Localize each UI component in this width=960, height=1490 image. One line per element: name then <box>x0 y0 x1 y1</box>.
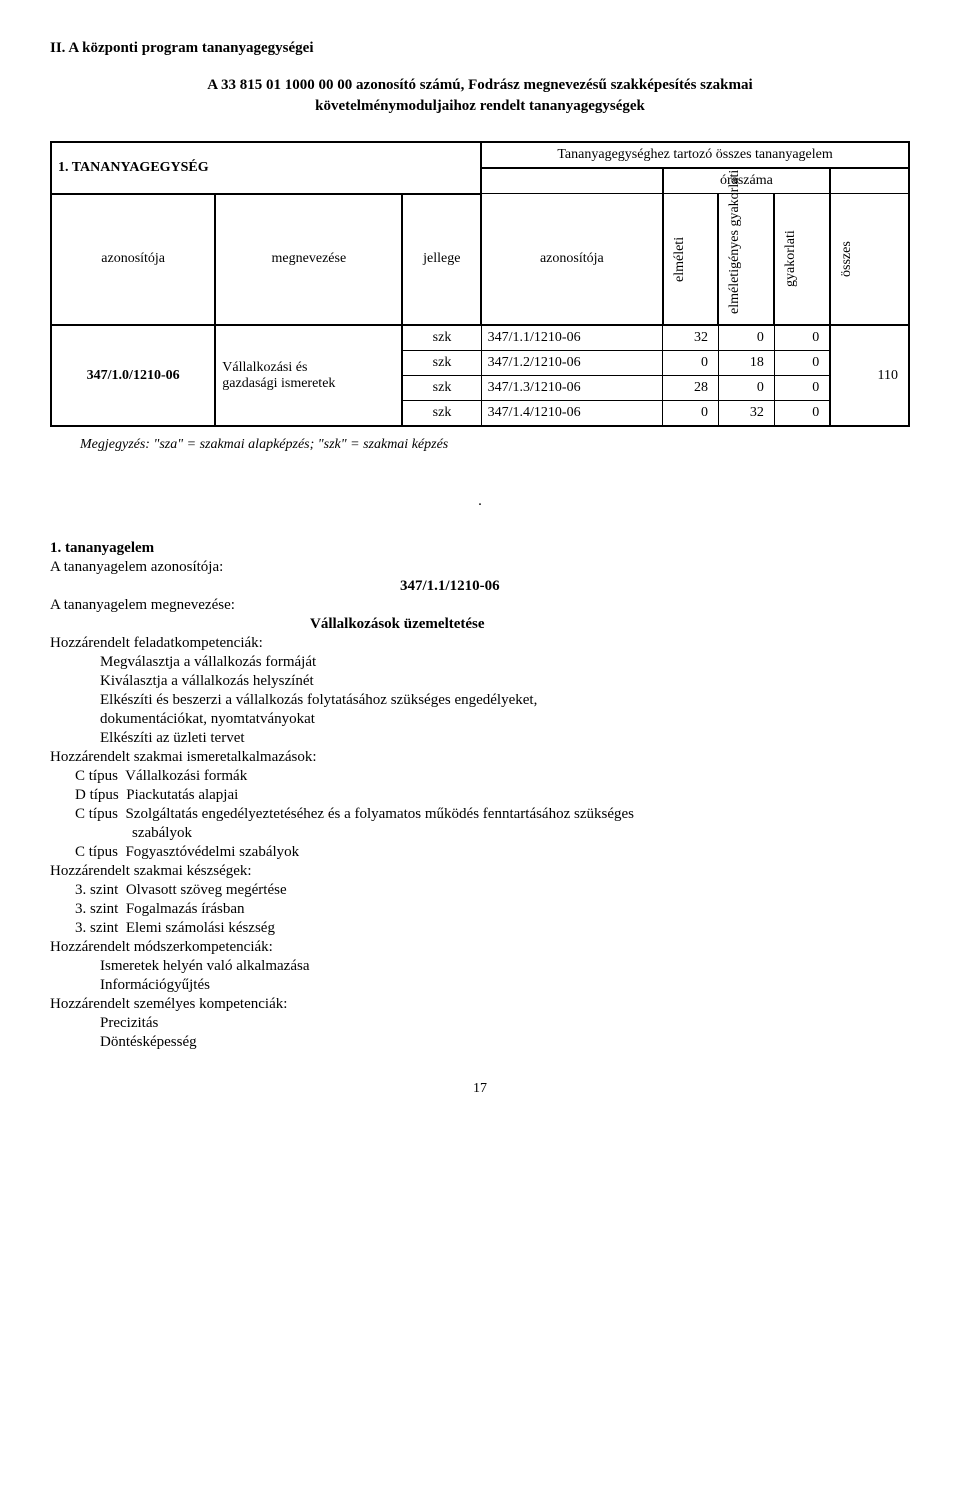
col-name: megnevezése <box>215 194 402 326</box>
personal-label: Hozzárendelt személyes kompetenciák: <box>50 996 910 1013</box>
method-item: Ismeretek helyén való alkalmazása <box>50 958 910 975</box>
elem-id-value: 347/1.1/1210-06 <box>280 578 910 595</box>
knowledge-text: Szolgáltatás engedélyeztetéséhez és a fo… <box>125 806 634 822</box>
elem-id-label: A tananyagelem azonosítója: <box>50 559 910 576</box>
unit-header: 1. TANANYAGEGYSÉG <box>51 142 481 194</box>
cell: 0 <box>663 401 719 427</box>
knowledge-type: D típus <box>75 787 119 803</box>
table-note: Megjegyzés: "sza" = szakmai alapképzés; … <box>80 437 910 453</box>
skill-level: 3. szint <box>75 882 118 898</box>
knowledge-text: Fogyasztóvédelmi szabályok <box>125 844 299 860</box>
knowledge-item: C típus Szolgáltatás engedélyeztetéséhez… <box>50 806 910 823</box>
elem-type: szk <box>402 376 481 401</box>
elem-heading: 1. tananyagelem <box>50 540 910 557</box>
unit-id: 347/1.0/1210-06 <box>51 325 215 426</box>
skill-text: Fogalmazás írásban <box>126 901 245 917</box>
knowledge-text: Piackutatás alapjai <box>126 787 238 803</box>
elem-name-label: A tananyagelem megnevezése: <box>50 597 910 614</box>
skill-text: Olvasott szöveg megértése <box>126 882 287 898</box>
cell: 0 <box>718 325 774 351</box>
page-number: 17 <box>50 1081 910 1097</box>
col-type: jellege <box>402 194 481 326</box>
subtitle-line2: követelménymoduljaihoz rendelt tananyage… <box>315 98 645 114</box>
knowledge-type: C típus <box>75 768 118 784</box>
task-item: Kiválasztja a vállalkozás helyszínét <box>50 673 910 690</box>
skill-item: 3. szint Olvasott szöveg megértése <box>50 882 910 899</box>
task-item: Elkészíti az üzleti tervet <box>50 730 910 747</box>
knowledge-item: D típus Piackutatás alapjai <box>50 787 910 804</box>
knowledge-text: Vállalkozási formák <box>125 768 247 784</box>
section-title: II. A központi program tananyagegységei <box>50 40 910 57</box>
hours-header: óraszáma <box>663 168 831 194</box>
skill-level: 3. szint <box>75 920 118 936</box>
tasks-label: Hozzárendelt feladatkompetenciák: <box>50 635 910 652</box>
cell: 0 <box>718 376 774 401</box>
knowledge-type: C típus <box>75 844 118 860</box>
skill-item: 3. szint Elemi számolási készség <box>50 920 910 937</box>
knowledge-item: C típus Vállalkozási formák <box>50 768 910 785</box>
cell: 0 <box>774 325 830 351</box>
personal-item: Precizitás <box>50 1015 910 1032</box>
cell: 0 <box>663 351 719 376</box>
col-practice: gyakorlati <box>781 198 801 320</box>
col-theory-practice: elméletigényes gyakorlati <box>725 198 745 320</box>
skill-level: 3. szint <box>75 901 118 917</box>
method-item: Információgyűjtés <box>50 977 910 994</box>
group-header: Tananyagegységhez tartozó összes tananya… <box>481 142 909 168</box>
cell: 32 <box>718 401 774 427</box>
unit-name-l1: Vállalkozási és <box>222 360 307 375</box>
col-total: összes <box>837 198 857 320</box>
separator-dot: . <box>50 493 910 510</box>
knowledge-text: szabályok <box>132 825 192 841</box>
col-theory: elméleti <box>670 198 690 320</box>
task-item: Elkészíti és beszerzi a vállalkozás foly… <box>50 692 910 709</box>
personal-item: Döntésképesség <box>50 1034 910 1051</box>
cell: 0 <box>774 351 830 376</box>
unit-name-l2: gazdasági ismeretek <box>222 376 335 391</box>
subtitle: A 33 815 01 1000 00 00 azonosító számú, … <box>50 75 910 117</box>
elem-id: 347/1.3/1210-06 <box>481 376 662 401</box>
methods-label: Hozzárendelt módszerkompetenciák: <box>50 939 910 956</box>
elem-name-value: Vállalkozások üzemeltetése <box>310 616 910 633</box>
task-item: dokumentációkat, nyomtatványokat <box>50 711 910 728</box>
cell: 32 <box>663 325 719 351</box>
total: 110 <box>830 325 909 426</box>
cell: 28 <box>663 376 719 401</box>
subtitle-line1: A 33 815 01 1000 00 00 azonosító számú, … <box>207 77 752 93</box>
cell: 0 <box>774 376 830 401</box>
unit-name: Vállalkozási és gazdasági ismeretek <box>215 325 402 426</box>
unit-table: 1. TANANYAGEGYSÉG Tananyagegységhez tart… <box>50 141 910 427</box>
table-row: 347/1.0/1210-06 Vállalkozási és gazdaság… <box>51 325 909 351</box>
knowledge-item: szabályok <box>50 825 910 842</box>
knowledge-type: C típus <box>75 806 118 822</box>
cell: 18 <box>718 351 774 376</box>
skills-label: Hozzárendelt szakmai készségek: <box>50 863 910 880</box>
task-item: Megválasztja a vállalkozás formáját <box>50 654 910 671</box>
col-id: azonosítója <box>51 194 215 326</box>
skill-item: 3. szint Fogalmazás írásban <box>50 901 910 918</box>
cell: 0 <box>774 401 830 427</box>
knowledge-item: C típus Fogyasztóvédelmi szabályok <box>50 844 910 861</box>
elem-type: szk <box>402 325 481 351</box>
elem-id: 347/1.4/1210-06 <box>481 401 662 427</box>
elem-type: szk <box>402 401 481 427</box>
elem-type: szk <box>402 351 481 376</box>
knowledge-label: Hozzárendelt szakmai ismeretalkalmazások… <box>50 749 910 766</box>
col-elem-id: azonosítója <box>481 194 662 326</box>
skill-text: Elemi számolási készség <box>126 920 275 936</box>
elem-id: 347/1.2/1210-06 <box>481 351 662 376</box>
elem-id: 347/1.1/1210-06 <box>481 325 662 351</box>
